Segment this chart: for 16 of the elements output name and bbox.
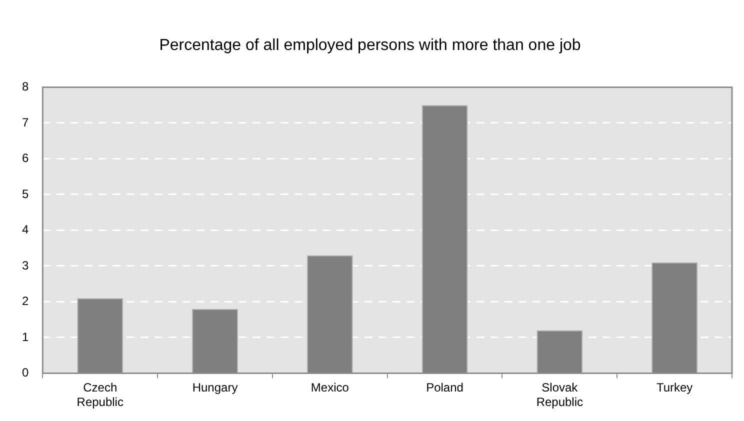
y-tick-label: 7: [22, 115, 29, 130]
x-tick-label: Slovak Republic: [536, 380, 584, 410]
x-tick-label: Turkey: [656, 380, 693, 395]
y-tick-label: 2: [22, 294, 29, 308]
y-tick-label: 6: [22, 151, 29, 166]
y-tick-label: 3: [22, 258, 29, 272]
x-tick-label: Poland: [426, 380, 464, 395]
x-tick-label: Hungary: [192, 380, 238, 395]
y-tick-label: 8: [22, 80, 29, 94]
y-tick-label: 0: [22, 366, 29, 380]
chart-title: Percentage of all employed persons with more than one job: [159, 37, 581, 54]
y-tick-label: 5: [22, 186, 29, 201]
y-tick-label: 1: [22, 330, 29, 344]
x-tick-label: Czech Republic: [76, 380, 124, 410]
y-tick-label: 4: [22, 222, 29, 237]
x-tick-label: Mexico: [310, 380, 350, 395]
